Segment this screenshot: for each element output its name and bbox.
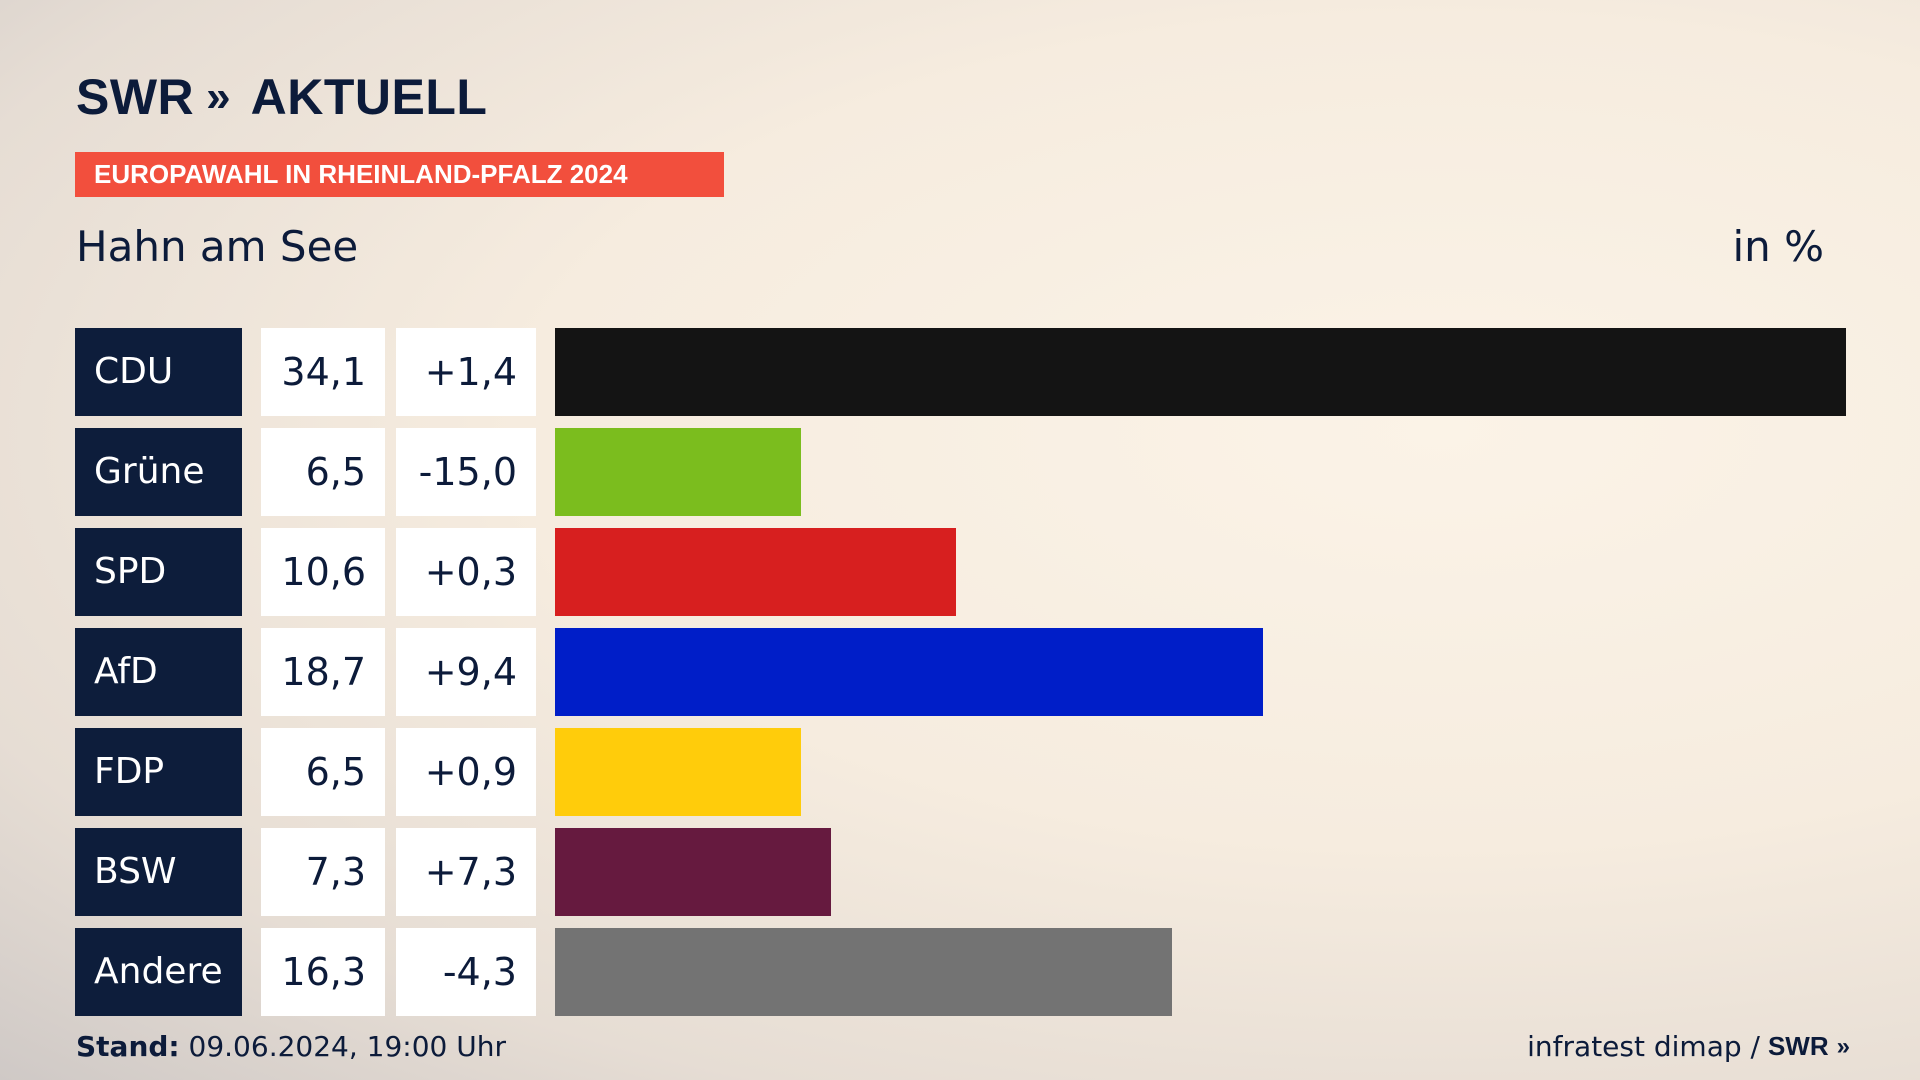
change-value: -4,3: [396, 928, 536, 1016]
result-bar: [555, 828, 831, 916]
result-bar: [555, 628, 1263, 716]
vote-share-value: 16,3: [261, 928, 385, 1016]
change-value: -15,0: [396, 428, 536, 516]
source-credit: infratest dimap / SWR »: [1527, 1030, 1851, 1063]
result-bar: [555, 728, 801, 816]
source-text: infratest dimap /: [1527, 1030, 1760, 1063]
place-title: Hahn am See: [76, 222, 359, 271]
vote-share-value: 6,5: [261, 728, 385, 816]
stand-label: Stand:: [76, 1030, 180, 1063]
unit-label: in %: [1732, 222, 1824, 271]
change-value: +1,4: [396, 328, 536, 416]
result-bar: [555, 528, 956, 616]
brand-product: AKTUELL: [250, 69, 488, 125]
change-value: +0,9: [396, 728, 536, 816]
swr-aktuell-logo: SWR » AKTUELL: [76, 68, 487, 126]
election-tag: EUROPAWAHL IN RHEINLAND-PFALZ 2024: [75, 152, 724, 197]
party-label: Grüne: [75, 428, 242, 516]
vote-share-value: 34,1: [261, 328, 385, 416]
result-bar: [555, 428, 801, 516]
change-value: +9,4: [396, 628, 536, 716]
change-value: +0,3: [396, 528, 536, 616]
chevron-right-icon: »: [1836, 1032, 1851, 1060]
vote-share-value: 6,5: [261, 428, 385, 516]
party-label: Andere: [75, 928, 242, 1016]
timestamp: Stand: 09.06.2024, 19:00 Uhr: [76, 1030, 506, 1063]
change-value: +7,3: [396, 828, 536, 916]
party-label: AfD: [75, 628, 242, 716]
source-brand: SWR: [1767, 1031, 1829, 1061]
vote-share-value: 18,7: [261, 628, 385, 716]
party-label: FDP: [75, 728, 242, 816]
vote-share-value: 7,3: [261, 828, 385, 916]
result-bar: [555, 928, 1172, 1016]
stand-value: 09.06.2024, 19:00 Uhr: [188, 1030, 506, 1063]
party-label: BSW: [75, 828, 242, 916]
party-label: CDU: [75, 328, 242, 416]
brand-name: SWR: [76, 69, 195, 125]
vote-share-value: 10,6: [261, 528, 385, 616]
result-bar: [555, 328, 1846, 416]
party-label: SPD: [75, 528, 242, 616]
